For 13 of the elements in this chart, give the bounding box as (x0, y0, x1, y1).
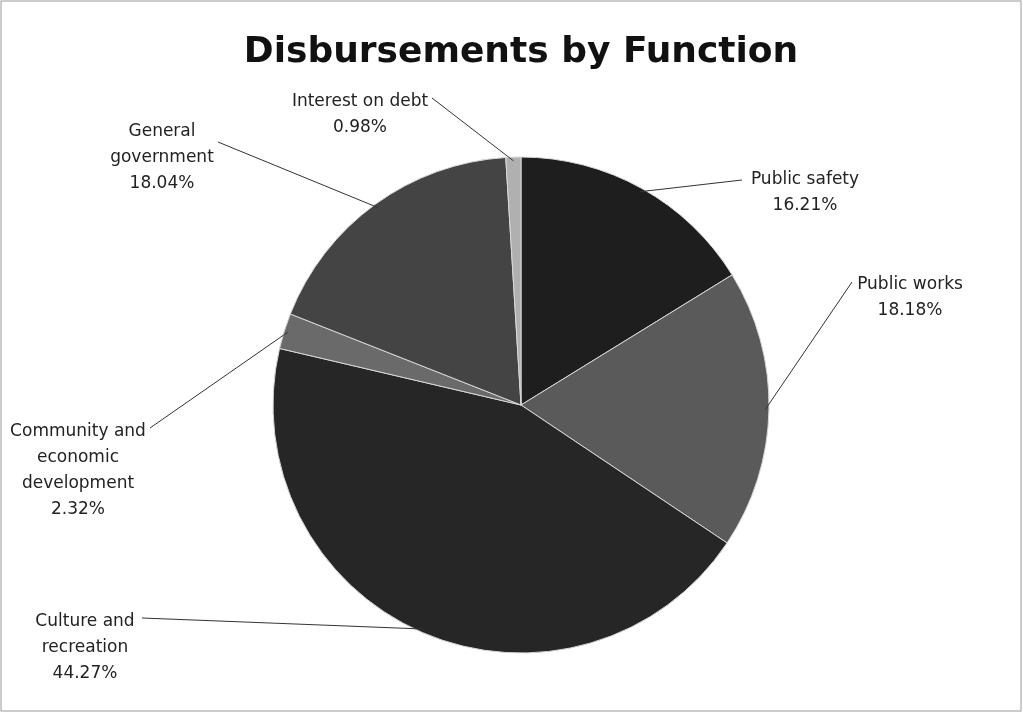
slice-label: Public safety (750, 168, 860, 188)
chart-title: Disbursements by Function (243, 29, 799, 70)
data-label: 2.32% (50, 498, 106, 518)
slice-label: Culture and recreation (35, 610, 135, 656)
data-label: 18.18% (877, 299, 943, 319)
slice-label: Public works (857, 273, 963, 293)
data-label: 44.27% (52, 662, 118, 682)
slice-label: Interest on debt (291, 90, 429, 110)
data-label: 16.21% (772, 194, 838, 214)
data-label: 18.04% (129, 172, 195, 192)
slice-label: General government (110, 120, 215, 166)
slice-label: Community and economic development (10, 420, 146, 492)
data-label: 0.98% (332, 116, 388, 136)
